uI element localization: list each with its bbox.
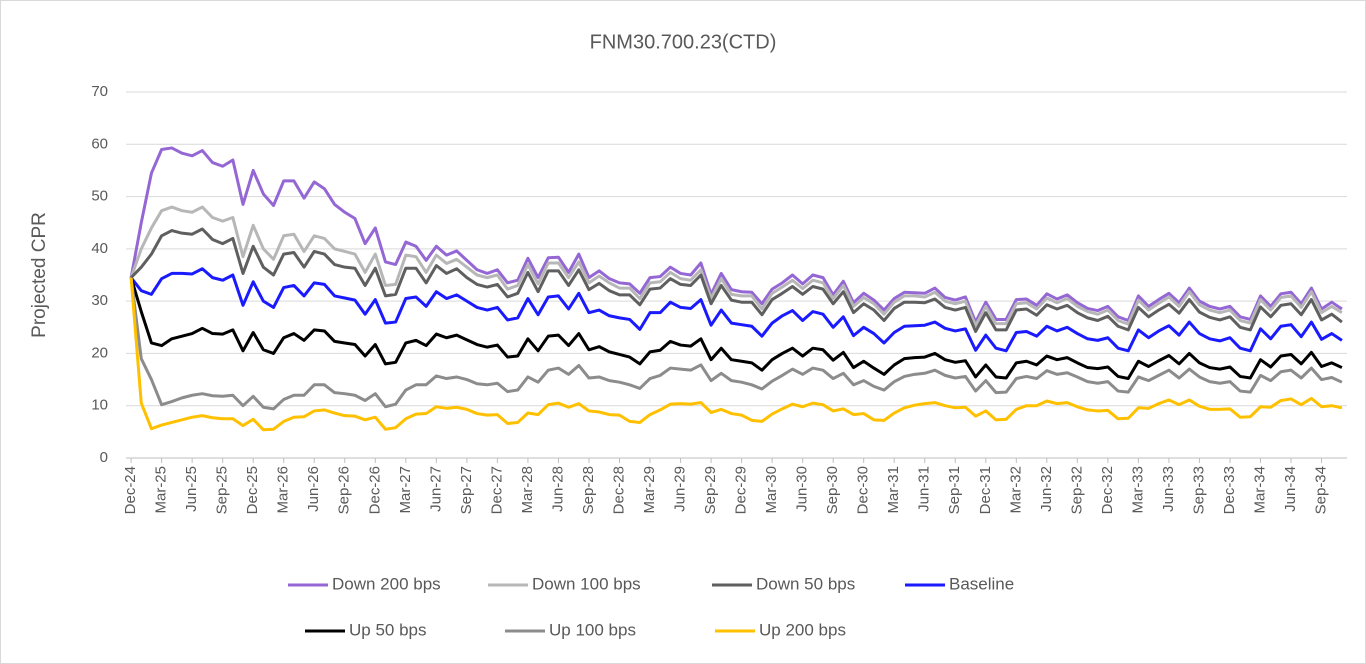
x-tick-label: Jun-28 — [549, 466, 566, 512]
x-tick-label: Dec-26 — [366, 466, 383, 514]
legend-label: Baseline — [949, 574, 1014, 593]
x-tick-label: Mar-29 — [641, 466, 658, 514]
x-tick-label: Mar-31 — [885, 466, 902, 514]
legend-label: Down 50 bps — [756, 574, 855, 593]
x-tick-label: Jun-33 — [1160, 466, 1177, 512]
x-tick-label: Jun-31 — [916, 466, 933, 512]
x-tick-label: Sep-32 — [1068, 466, 1085, 514]
x-tick-label: Dec-25 — [244, 466, 261, 514]
x-tick-label: Sep-27 — [458, 466, 475, 514]
x-tick-label: Dec-30 — [855, 466, 872, 514]
x-tick-label: Dec-24 — [122, 466, 139, 514]
x-tick-label: Sep-28 — [580, 466, 597, 514]
y-tick-label: 70 — [91, 83, 108, 100]
x-tick-label: Jun-34 — [1282, 466, 1299, 512]
x-tick-label: Mar-30 — [763, 466, 780, 514]
x-tick-label: Dec-33 — [1221, 466, 1238, 514]
x-tick-label: Mar-33 — [1129, 466, 1146, 514]
y-tick-label: 0 — [100, 449, 108, 466]
series-line — [129, 277, 1343, 432]
y-tick-label: 10 — [91, 397, 108, 414]
x-tick-label: Sep-33 — [1190, 466, 1207, 514]
x-tick-label: Mar-32 — [1007, 466, 1024, 514]
x-tick-label: Mar-28 — [519, 466, 536, 514]
x-tick-label: Dec-29 — [733, 466, 750, 514]
x-tick-label: Dec-32 — [1099, 466, 1116, 514]
x-tick-label: Sep-29 — [702, 466, 719, 514]
series-line — [129, 267, 1343, 353]
x-tick-label: Dec-27 — [488, 466, 505, 514]
x-tick-label: Sep-34 — [1313, 466, 1330, 514]
legend-label: Up 200 bps — [759, 620, 846, 639]
x-tick-label: Dec-28 — [610, 466, 627, 514]
series-line — [129, 205, 1343, 328]
series-line — [129, 277, 1343, 381]
x-tick-label: Mar-34 — [1251, 466, 1268, 514]
x-tick-label: Mar-25 — [153, 466, 170, 514]
x-tick-label: Jun-30 — [794, 466, 811, 512]
y-tick-label: 40 — [91, 240, 108, 257]
series-line — [129, 277, 1343, 411]
y-axis-label: Projected CPR — [29, 212, 50, 338]
x-tick-label: Sep-25 — [214, 466, 231, 514]
y-tick-label: 30 — [91, 292, 108, 309]
legend-label: Down 200 bps — [332, 574, 441, 593]
x-tick-label: Jun-25 — [183, 466, 200, 512]
y-tick-label: 60 — [91, 135, 108, 152]
x-tick-label: Jun-27 — [427, 466, 444, 512]
chart-title: FNM30.700.23(CTD) — [590, 31, 777, 53]
series-line — [129, 146, 1343, 324]
x-tick-label: Jun-26 — [305, 466, 322, 512]
x-tick-label: Dec-31 — [977, 466, 994, 514]
x-tick-label: Mar-27 — [397, 466, 414, 514]
legend-label: Up 100 bps — [549, 620, 636, 639]
x-tick-label: Sep-30 — [824, 466, 841, 514]
x-tick-label: Jun-29 — [672, 466, 689, 512]
legend-label: Down 100 bps — [532, 574, 641, 593]
x-tick-label: Sep-31 — [946, 466, 963, 514]
x-tick-label: Sep-26 — [336, 466, 353, 514]
series-line — [130, 227, 1343, 333]
legend-label: Up 50 bps — [349, 620, 427, 639]
y-tick-label: 20 — [91, 344, 108, 361]
y-tick-label: 50 — [91, 188, 108, 205]
x-tick-label: Jun-32 — [1038, 466, 1055, 512]
x-tick-label: Mar-26 — [275, 466, 292, 514]
